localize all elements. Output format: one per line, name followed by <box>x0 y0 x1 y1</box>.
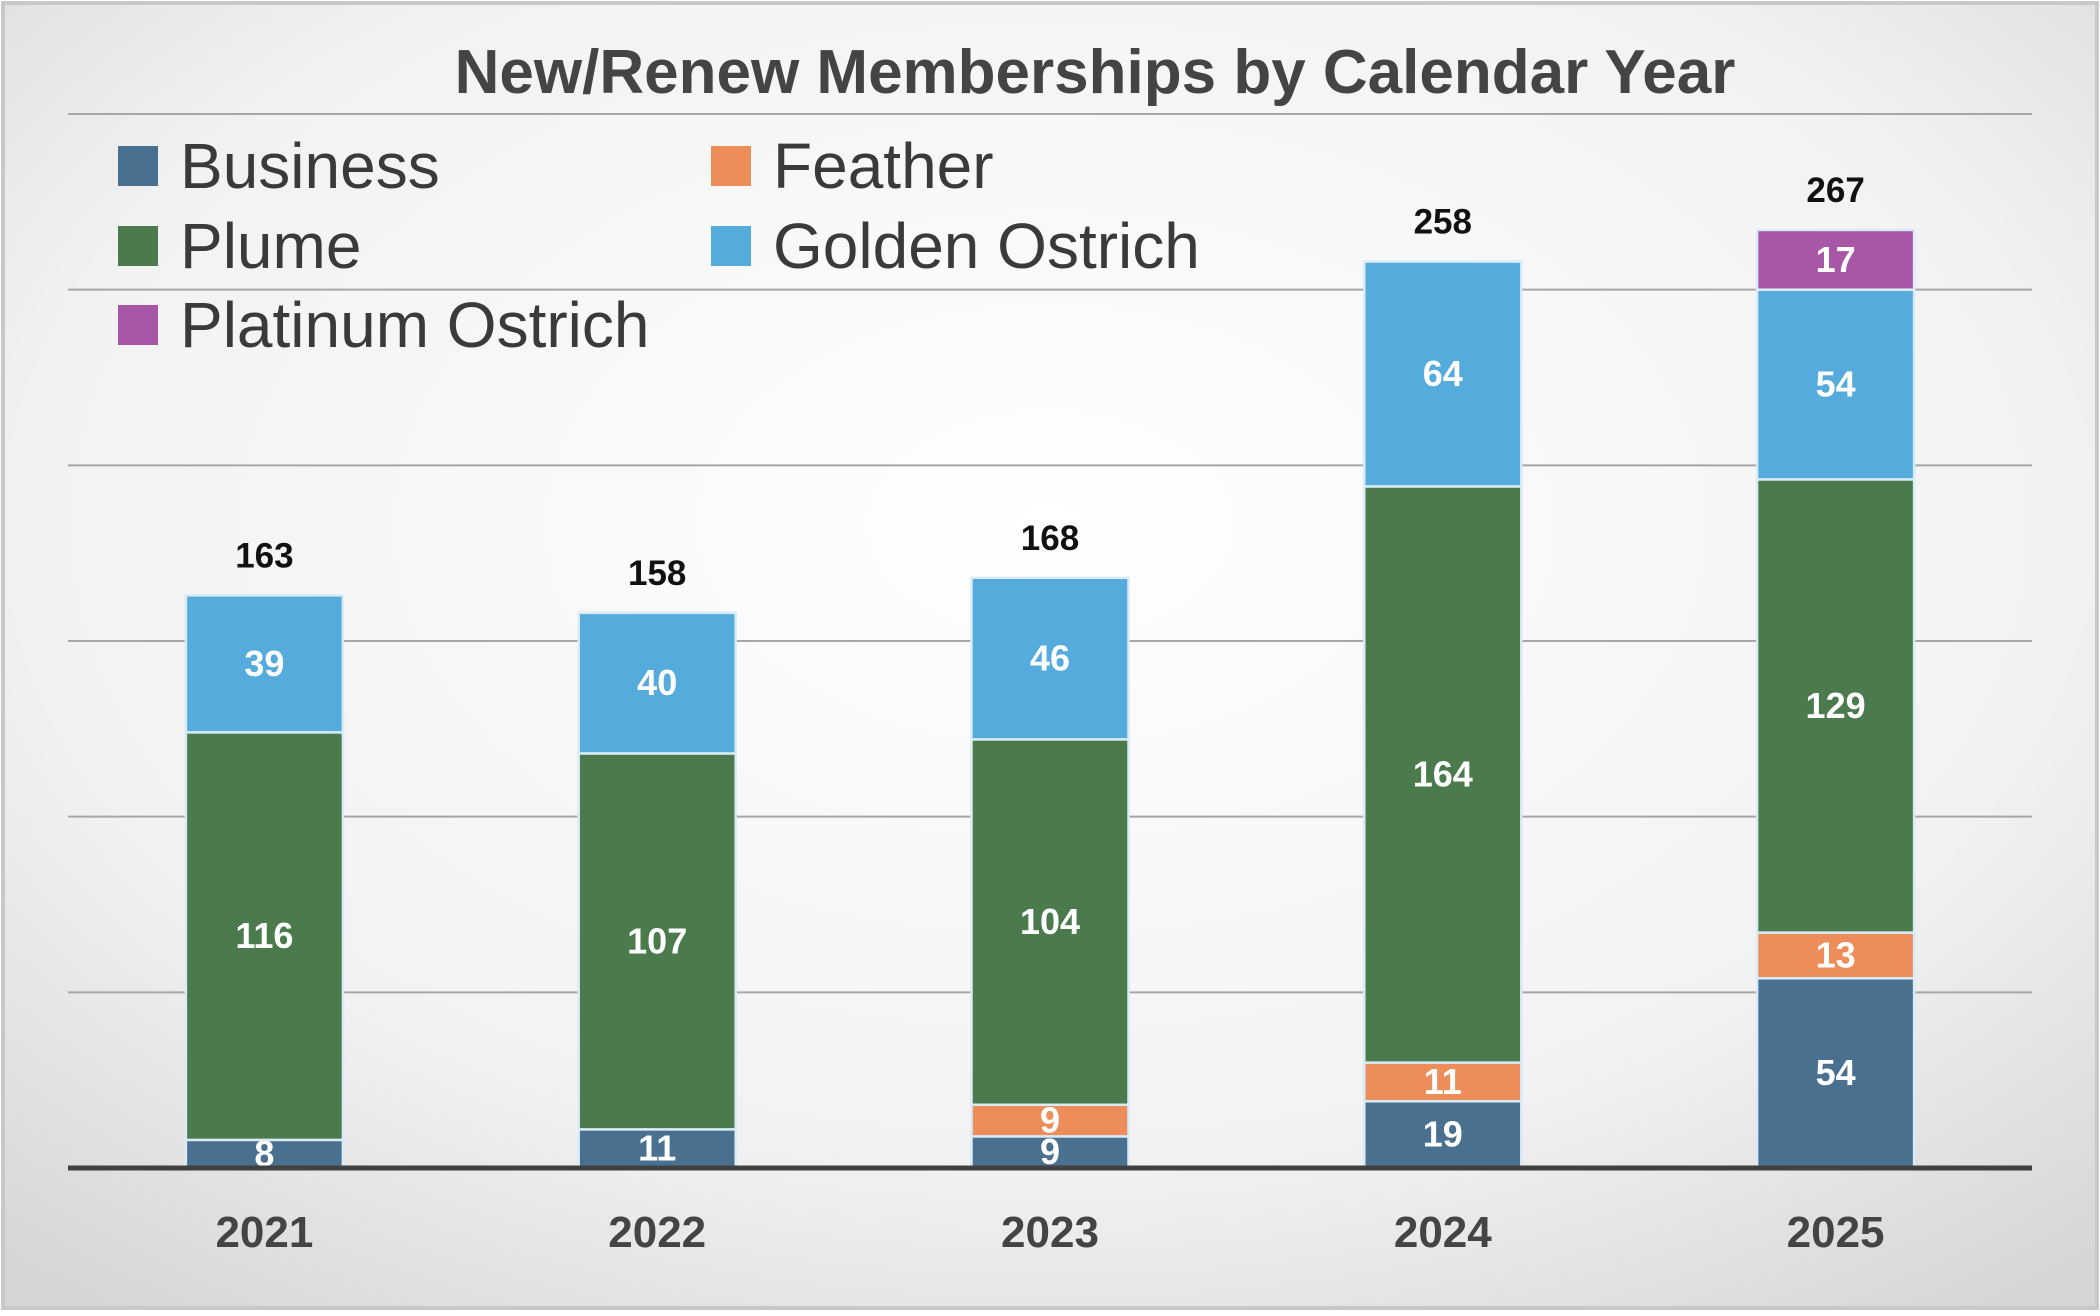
bar-segment-golden-ostrich <box>1363 260 1523 488</box>
bar-segment-business <box>184 1138 345 1170</box>
data-label: 164 <box>1413 754 1473 795</box>
x-tick-label: 2022 <box>608 1208 706 1257</box>
legend-label: Plume <box>180 210 361 282</box>
bar-segment-platinum-ostrich <box>1755 228 1916 291</box>
legend-swatch <box>118 226 158 266</box>
data-label: 107 <box>627 920 687 961</box>
gridlines <box>68 113 2032 994</box>
total-label: 258 <box>1414 203 1472 242</box>
data-label: 39 <box>244 643 284 684</box>
data-label: 54 <box>1816 364 1856 405</box>
bar-segment-business <box>1755 977 1916 1170</box>
data-label: 54 <box>1816 1052 1856 1093</box>
x-tick-label: 2024 <box>1394 1208 1492 1257</box>
bar-segment-plume <box>1363 485 1523 1064</box>
chart-title: New/Renew Memberships by Calendar Year <box>455 38 1736 107</box>
legend-swatch <box>118 146 158 186</box>
data-label: 64 <box>1423 353 1463 394</box>
legend-swatch <box>711 146 751 186</box>
legend-label: Feather <box>773 130 994 202</box>
data-label: 46 <box>1030 638 1070 679</box>
total-label: 267 <box>1806 171 1864 210</box>
legend-label: Golden Ostrich <box>773 210 1200 282</box>
data-label: 19 <box>1423 1114 1463 1155</box>
bar-segment-plume <box>970 738 1130 1107</box>
bar-segment-golden-ostrich <box>970 576 1130 741</box>
data-label: 11 <box>1424 1061 1462 1102</box>
legend: Business Feather Plume Golden Ostrich Platin… <box>118 130 1200 361</box>
legend-label: Platinum Ostrich <box>180 289 649 361</box>
data-label: 17 <box>1816 239 1856 280</box>
bar-segment-golden-ostrich <box>184 594 345 734</box>
data-label: 9 <box>1040 1100 1060 1141</box>
data-label: 104 <box>1020 901 1080 942</box>
bar-segment-golden-ostrich <box>577 611 737 755</box>
x-tick-label: 2021 <box>215 1208 313 1257</box>
total-label: 168 <box>1021 519 1079 558</box>
data-label: 40 <box>637 662 677 703</box>
total-label: 158 <box>628 554 686 593</box>
bar-segment-plume <box>184 731 345 1142</box>
legend-swatch <box>711 226 751 266</box>
bar-segment-feather <box>1755 931 1916 980</box>
x-axis-tick-labels: 2021 2022 2023 2024 2025 <box>215 1208 1884 1257</box>
data-label: 8 <box>254 1133 274 1174</box>
total-label: 163 <box>235 536 293 575</box>
data-label: 13 <box>1816 934 1856 975</box>
bar-segment-golden-ostrich <box>1755 288 1916 481</box>
x-tick-label: 2023 <box>1001 1208 1099 1257</box>
data-label: 11 <box>638 1128 676 1169</box>
data-label: 9 <box>1040 1131 1060 1172</box>
legend-swatch <box>118 305 158 345</box>
data-label: 129 <box>1806 685 1866 726</box>
x-tick-label: 2025 <box>1787 1208 1885 1257</box>
bar-segment-feather <box>970 1103 1130 1138</box>
bar-segment-plume <box>577 752 737 1131</box>
data-label: 116 <box>235 915 293 956</box>
total-labels: 163 158 168 258 267 <box>235 171 1865 593</box>
legend-label: Business <box>180 130 440 202</box>
bar-segment-plume <box>1755 478 1916 934</box>
bars: 8 116 39 11 107 40 99 104 46 19 11 164 64 54 13 129 54 17 <box>184 228 1916 1174</box>
